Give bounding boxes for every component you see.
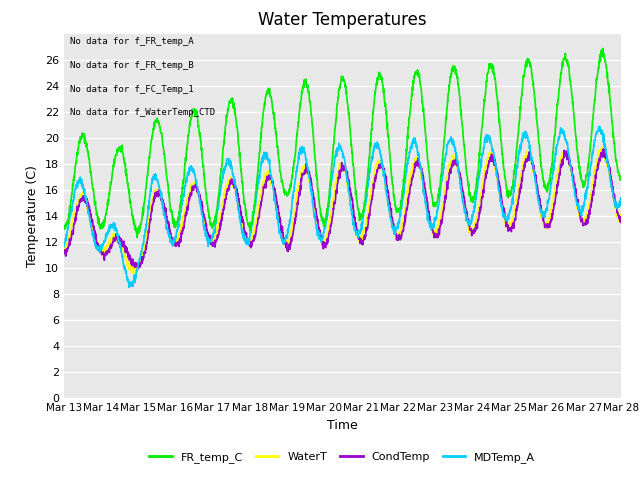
Text: No data for f_FR_temp_A: No data for f_FR_temp_A (70, 37, 193, 46)
Text: No data for f_FR_temp_B: No data for f_FR_temp_B (70, 61, 193, 70)
Legend: FR_temp_C, WaterT, CondTemp, MDTemp_A: FR_temp_C, WaterT, CondTemp, MDTemp_A (145, 448, 540, 468)
X-axis label: Time: Time (327, 419, 358, 432)
Title: Water Temperatures: Water Temperatures (258, 11, 427, 29)
Text: No data for f_WaterTemp_CTD: No data for f_WaterTemp_CTD (70, 108, 214, 118)
Text: No data for f_FC_Temp_1: No data for f_FC_Temp_1 (70, 84, 193, 94)
Y-axis label: Temperature (C): Temperature (C) (26, 165, 39, 267)
